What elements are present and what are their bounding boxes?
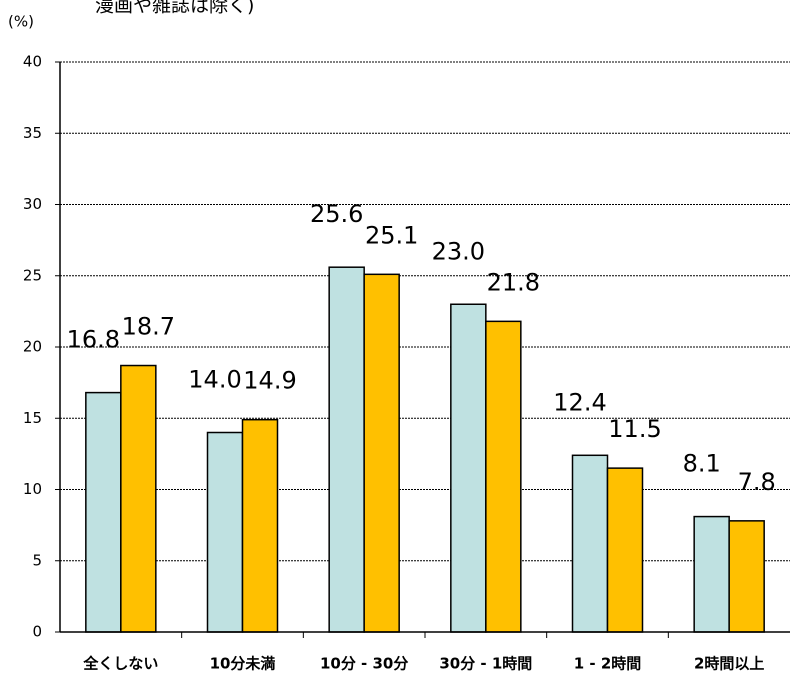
value-label: 8.1 bbox=[683, 450, 721, 478]
y-axis-label: (%) bbox=[8, 13, 34, 31]
x-tick-label: 10分 - 30分 bbox=[320, 655, 408, 673]
bar bbox=[571, 454, 609, 633]
y-tick-label: 15 bbox=[23, 409, 42, 427]
y-tick-label: 10 bbox=[23, 480, 42, 498]
x-tick-label: 全くしない bbox=[82, 655, 158, 673]
bar bbox=[450, 303, 487, 633]
bar bbox=[606, 467, 644, 633]
bar bbox=[693, 515, 730, 633]
bar bbox=[328, 266, 365, 633]
x-tick-label: 10分未満 bbox=[210, 655, 276, 673]
y-tick-label: 20 bbox=[23, 338, 42, 356]
value-label: 21.8 bbox=[487, 268, 540, 296]
x-tick-label: 30分 - 1時間 bbox=[439, 655, 532, 673]
value-label: 7.8 bbox=[738, 468, 776, 496]
value-label: 11.5 bbox=[608, 415, 661, 443]
value-label: 14.0 bbox=[188, 366, 241, 394]
value-label: 16.8 bbox=[67, 326, 120, 354]
value-label: 25.1 bbox=[365, 221, 418, 249]
bar bbox=[206, 431, 244, 633]
y-tick-label: 0 bbox=[32, 623, 42, 641]
y-tick-label: 35 bbox=[23, 124, 42, 142]
bar bbox=[120, 364, 157, 633]
bar bbox=[728, 520, 765, 633]
y-tick-label: 40 bbox=[23, 53, 42, 71]
x-tick-label: 1 - 2時間 bbox=[574, 655, 642, 673]
bar bbox=[241, 418, 279, 633]
value-label: 14.9 bbox=[243, 367, 296, 395]
bar bbox=[363, 273, 400, 633]
value-label: 25.6 bbox=[310, 200, 363, 228]
value-label: 12.4 bbox=[553, 388, 606, 416]
bar bbox=[85, 391, 122, 633]
value-label: 18.7 bbox=[122, 313, 175, 341]
value-label: 23.0 bbox=[432, 237, 485, 265]
y-tick-label: 25 bbox=[23, 266, 42, 284]
y-tick-label: 30 bbox=[23, 195, 42, 213]
y-tick-label: 5 bbox=[32, 551, 42, 569]
bar bbox=[485, 320, 522, 633]
chart-title: 漫画や雑誌は除く) bbox=[95, 0, 254, 17]
x-tick-label: 2時間以上 bbox=[694, 655, 764, 673]
